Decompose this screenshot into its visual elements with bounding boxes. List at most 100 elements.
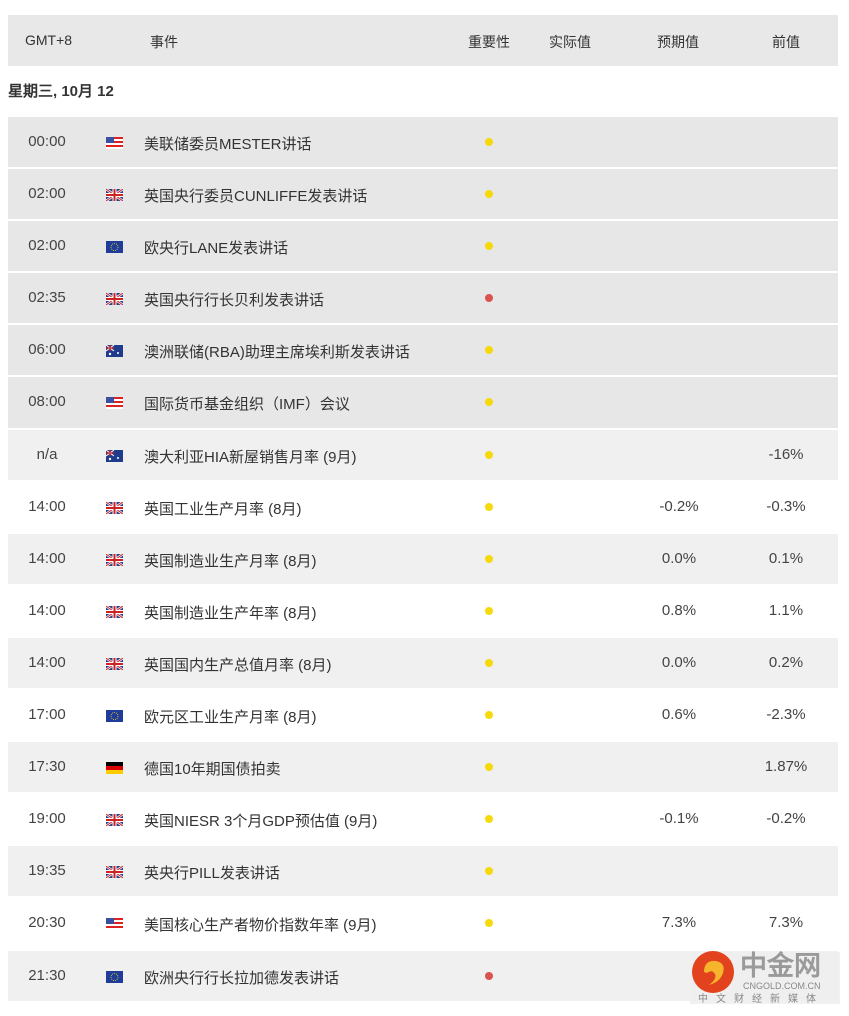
forecast-value: 0.0% [661,549,697,567]
previous-value: 1.1% [768,601,804,619]
header-previous: 前值 [772,34,800,50]
event-time: 00:00 [28,133,66,150]
date-heading: 星期三, 10月 12 [8,83,114,100]
previous-value: -0.3% [766,497,806,515]
event-name[interactable]: 澳洲联储(RBA)助理主席埃利斯发表讲话 [144,344,410,362]
importance-dot-icon [485,919,493,928]
event-name[interactable]: 英国工业生产月率 (8月) [144,500,302,518]
event-time: 06:00 [28,341,66,359]
event-name[interactable]: 英国制造业生产月率 (8月) [144,552,317,570]
event-time: 19:35 [28,862,66,880]
header-event: 事件 [150,34,178,50]
australia-flag-icon [105,449,123,462]
us-flag-icon [106,136,123,149]
event-name[interactable]: 英国国内生产总值月率 (8月) [144,656,332,674]
australia-flag-icon [105,344,123,358]
header-timezone[interactable]: GMT+8 [25,32,73,48]
uk-flag-icon [105,292,124,307]
uk-flag-icon [105,552,124,567]
event-time: 21:30 [28,966,66,984]
importance-dot-icon [485,450,493,459]
previous-value: 0.2% [768,653,804,671]
event-time: 19:00 [28,810,66,828]
event-name[interactable]: 德国10年期国债拍卖 [144,761,281,779]
event-row[interactable]: 14:00 英国制造业生产月率 (8月) 0.0% 0.1% [8,533,838,584]
uk-flag-icon [105,865,124,880]
event-time: 02:00 [28,185,66,203]
forecast-value: 0.0% [661,653,697,671]
event-name[interactable]: 英国NIESR 3个月GDP预估值 (9月) [144,813,378,831]
event-row[interactable]: 14:00 英国制造业生产年率 (8月) 0.8% 1.1% [8,585,838,636]
event-row[interactable]: 02:00 欧央行LANE发表讲话 [8,221,838,272]
importance-dot-icon [485,554,493,563]
event-name[interactable]: 美国核心生产者物价指数年率 (9月) [144,917,377,935]
uk-flag-icon [105,656,124,671]
previous-value: 0.1% [768,549,804,567]
event-row[interactable]: 14:00 英国国内生产总值月率 (8月) 0.0% 0.2% [8,637,838,689]
event-time: 14:00 [28,497,66,515]
event-row[interactable]: 19:00 英国NIESR 3个月GDP预估值 (9月) -0.1% -0.2% [8,794,838,845]
events-table: 00:00 美联储委员MESTER讲话 02:00 英国央行委员CUNLIFFE发表讲… [8,117,838,1003]
importance-dot-icon [485,502,493,511]
previous-value: -2.3% [766,706,806,724]
uk-flag-icon [105,500,124,515]
forecast-value: 0.6% [661,706,697,724]
event-name[interactable]: 英央行PILL发表讲话 [144,865,280,883]
event-row[interactable]: 06:00 澳洲联储(RBA)助理主席埃利斯发表讲话 [8,325,838,376]
event-row[interactable]: 14:00 英国工业生产月率 (8月) -0.2% -0.3% [8,481,838,532]
importance-dot-icon [485,346,493,355]
us-flag-icon [106,917,123,931]
importance-dot-icon [485,190,493,199]
event-time: 14:00 [28,601,66,619]
eu-flag-icon [106,970,123,983]
event-time: 17:30 [28,758,66,776]
event-row[interactable]: 00:00 美联储委员MESTER讲话 [8,117,838,168]
event-row[interactable]: 02:35 英国央行行长贝利发表讲话 [8,273,838,324]
event-name[interactable]: 英国制造业生产年率 (8月) [144,604,317,622]
event-row[interactable]: 19:35 英央行PILL发表讲话 [8,846,838,897]
event-name[interactable]: 欧央行LANE发表讲话 [144,240,289,258]
event-row[interactable]: 17:30 德国10年期国债拍卖 1.87% [8,742,838,793]
event-name[interactable]: 美联储委员MESTER讲话 [144,136,312,153]
importance-dot-icon [485,658,493,667]
importance-dot-icon [485,971,493,980]
event-row[interactable]: 17:00 欧元区工业生产月率 (8月) 0.6% -2.3% [8,690,838,741]
event-name[interactable]: 欧元区工业生产月率 (8月) [144,709,317,727]
importance-dot-icon [485,763,493,772]
event-name[interactable]: 欧洲央行行长拉加德发表讲话 [144,969,340,987]
forecast-value: 7.3% [661,914,697,932]
cngold-watermark-logo: 中金网 CNGOLD.COM.CN 中文财经新媒体 [690,950,840,1005]
forecast-value: 0.8% [661,601,697,619]
importance-dot-icon [485,867,493,876]
event-time: 20:30 [28,914,66,932]
event-name[interactable]: 澳大利亚HIA新屋销售月率 (9月) [144,448,357,466]
header-actual: 实际值 [549,34,591,50]
event-name[interactable]: 国际货币基金组织（IMF）会议 [144,396,350,414]
table-header: GMT+8 事件 重要性 实际值 预期值 前值 [8,15,838,66]
event-time: 02:35 [28,289,66,307]
svg-text:中金网: 中金网 [740,950,821,982]
importance-dot-icon [485,138,493,146]
event-name[interactable]: 英国央行委员CUNLIFFE发表讲话 [144,188,368,206]
event-row[interactable]: 20:30 美国核心生产者物价指数年率 (9月) 7.3% 7.3% [8,898,838,949]
event-row[interactable]: 02:00 英国央行委员CUNLIFFE发表讲话 [8,169,838,220]
importance-dot-icon [485,398,493,407]
event-time: 02:00 [28,237,66,255]
event-time: n/a [36,445,58,463]
germany-flag-icon [106,761,123,775]
eu-flag-icon [106,709,123,723]
event-time: 14:00 [28,549,66,567]
importance-dot-icon [485,294,493,303]
forecast-value: -0.1% [659,810,699,828]
uk-flag-icon [105,813,124,828]
us-flag-icon [106,396,123,410]
event-row[interactable]: 08:00 国际货币基金组织（IMF）会议 [8,377,838,428]
previous-value: -16% [768,445,804,463]
event-name[interactable]: 英国央行行长贝利发表讲话 [144,292,325,310]
previous-value: 7.3% [768,914,804,932]
importance-dot-icon [485,242,493,251]
event-row[interactable]: n/a 澳大利亚HIA新屋销售月率 (9月) -16% [8,429,838,480]
importance-dot-icon [485,815,493,824]
forecast-value: -0.2% [659,497,699,515]
previous-value: 1.87% [764,758,808,776]
